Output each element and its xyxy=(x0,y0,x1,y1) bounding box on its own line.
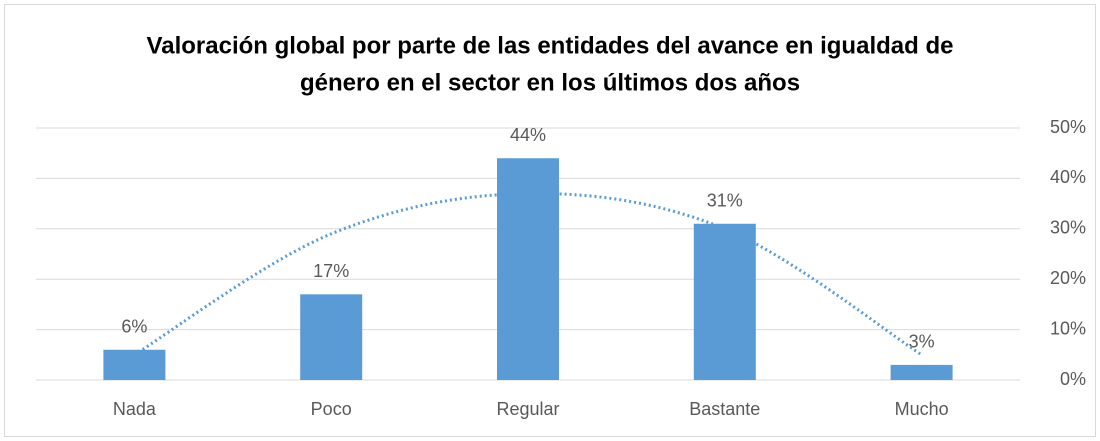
data-label: 44% xyxy=(510,125,546,145)
x-tick-label: Regular xyxy=(496,399,559,419)
bar xyxy=(103,349,166,380)
y-tick-label: 40% xyxy=(1050,167,1086,187)
y-tick-label: 0% xyxy=(1060,369,1086,389)
y-tick-label: 20% xyxy=(1050,268,1086,288)
bar xyxy=(300,294,363,380)
bar xyxy=(497,158,559,380)
bar xyxy=(890,364,953,380)
data-label: 17% xyxy=(313,261,349,281)
data-label: 31% xyxy=(707,191,743,211)
chart-title: Valoración global por parte de las entid… xyxy=(147,32,954,59)
y-tick-label: 50% xyxy=(1050,117,1086,137)
x-tick-label: Poco xyxy=(311,399,352,419)
chart-title: género en el sector en los últimos dos a… xyxy=(300,69,800,96)
bar xyxy=(693,223,756,380)
data-label: 3% xyxy=(909,332,935,352)
x-tick-label: Nada xyxy=(113,399,157,419)
x-tick-label: Bastante xyxy=(689,399,760,419)
y-tick-label: 30% xyxy=(1050,218,1086,238)
y-tick-label: 10% xyxy=(1050,318,1086,338)
data-label: 6% xyxy=(121,317,147,337)
x-tick-label: Mucho xyxy=(895,399,949,419)
